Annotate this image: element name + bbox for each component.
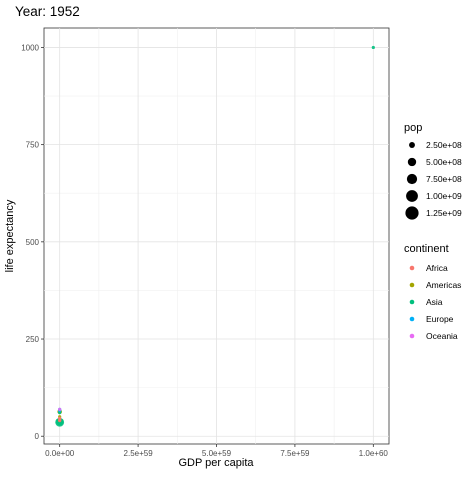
- data-point: [58, 407, 62, 411]
- data-point: [58, 416, 62, 420]
- color-legend-label: Europe: [426, 314, 454, 324]
- size-legend-key: [405, 206, 419, 220]
- x-axis-ticks: 0.0e+00 2.5e+59 5.0e+59 7.5e+59 1.0e+60: [45, 444, 388, 458]
- y-tick-label: 500: [26, 238, 40, 247]
- size-legend-key: [406, 173, 418, 185]
- x-tick-label: 2.5e+59: [124, 449, 154, 458]
- x-tick-label: 5.0e+59: [202, 449, 232, 458]
- y-tick-label: 750: [26, 141, 40, 150]
- size-legend-label: 2.50e+08: [426, 140, 462, 150]
- x-tick-label: 0.0e+00: [45, 449, 75, 458]
- size-legend-label: 1.25e+09: [426, 208, 462, 218]
- size-legend-label: 1.00e+09: [426, 191, 462, 201]
- size-legend-key: [407, 157, 417, 167]
- color-legend-key: [409, 333, 415, 339]
- color-legend-key: [409, 299, 415, 305]
- size-legend-key: [406, 190, 418, 202]
- x-tick-label: 7.5e+59: [280, 449, 310, 458]
- size-legend-title: pop: [404, 122, 422, 134]
- y-axis-ticks: 0 250 500 750 1000: [21, 43, 44, 441]
- color-legend-key: [409, 282, 415, 288]
- size-legend-label: 7.50e+08: [426, 174, 462, 184]
- color-legend-label: Asia: [426, 297, 443, 307]
- y-tick-label: 1000: [21, 43, 39, 52]
- data-points: [55, 45, 375, 427]
- grid-major: [44, 28, 389, 444]
- color-legend-label: Africa: [426, 263, 448, 273]
- color-legend-key: [409, 316, 415, 322]
- size-legend-key: [409, 142, 415, 148]
- y-axis-title: life expectancy: [4, 199, 16, 272]
- size-legend-label: 5.00e+08: [426, 157, 462, 167]
- color-legend: continent Africa Americas Asia Europe Oceani…: [404, 243, 461, 341]
- color-legend-label: Americas: [426, 280, 461, 290]
- plot-title: Year: 1952: [15, 4, 80, 19]
- color-legend-label: Oceania: [426, 331, 458, 341]
- data-point: [371, 45, 375, 50]
- size-legend: pop 2.50e+08 5.00e+08 7.50e+08 1.00e+09 1.25…: [404, 122, 462, 220]
- x-axis-title: GDP per capita: [178, 457, 254, 469]
- y-tick-label: 250: [26, 335, 40, 344]
- color-legend-title: continent: [404, 243, 449, 255]
- y-tick-label: 0: [35, 432, 40, 441]
- color-legend-key: [409, 265, 415, 271]
- x-tick-label: 1.0e+60: [359, 449, 389, 458]
